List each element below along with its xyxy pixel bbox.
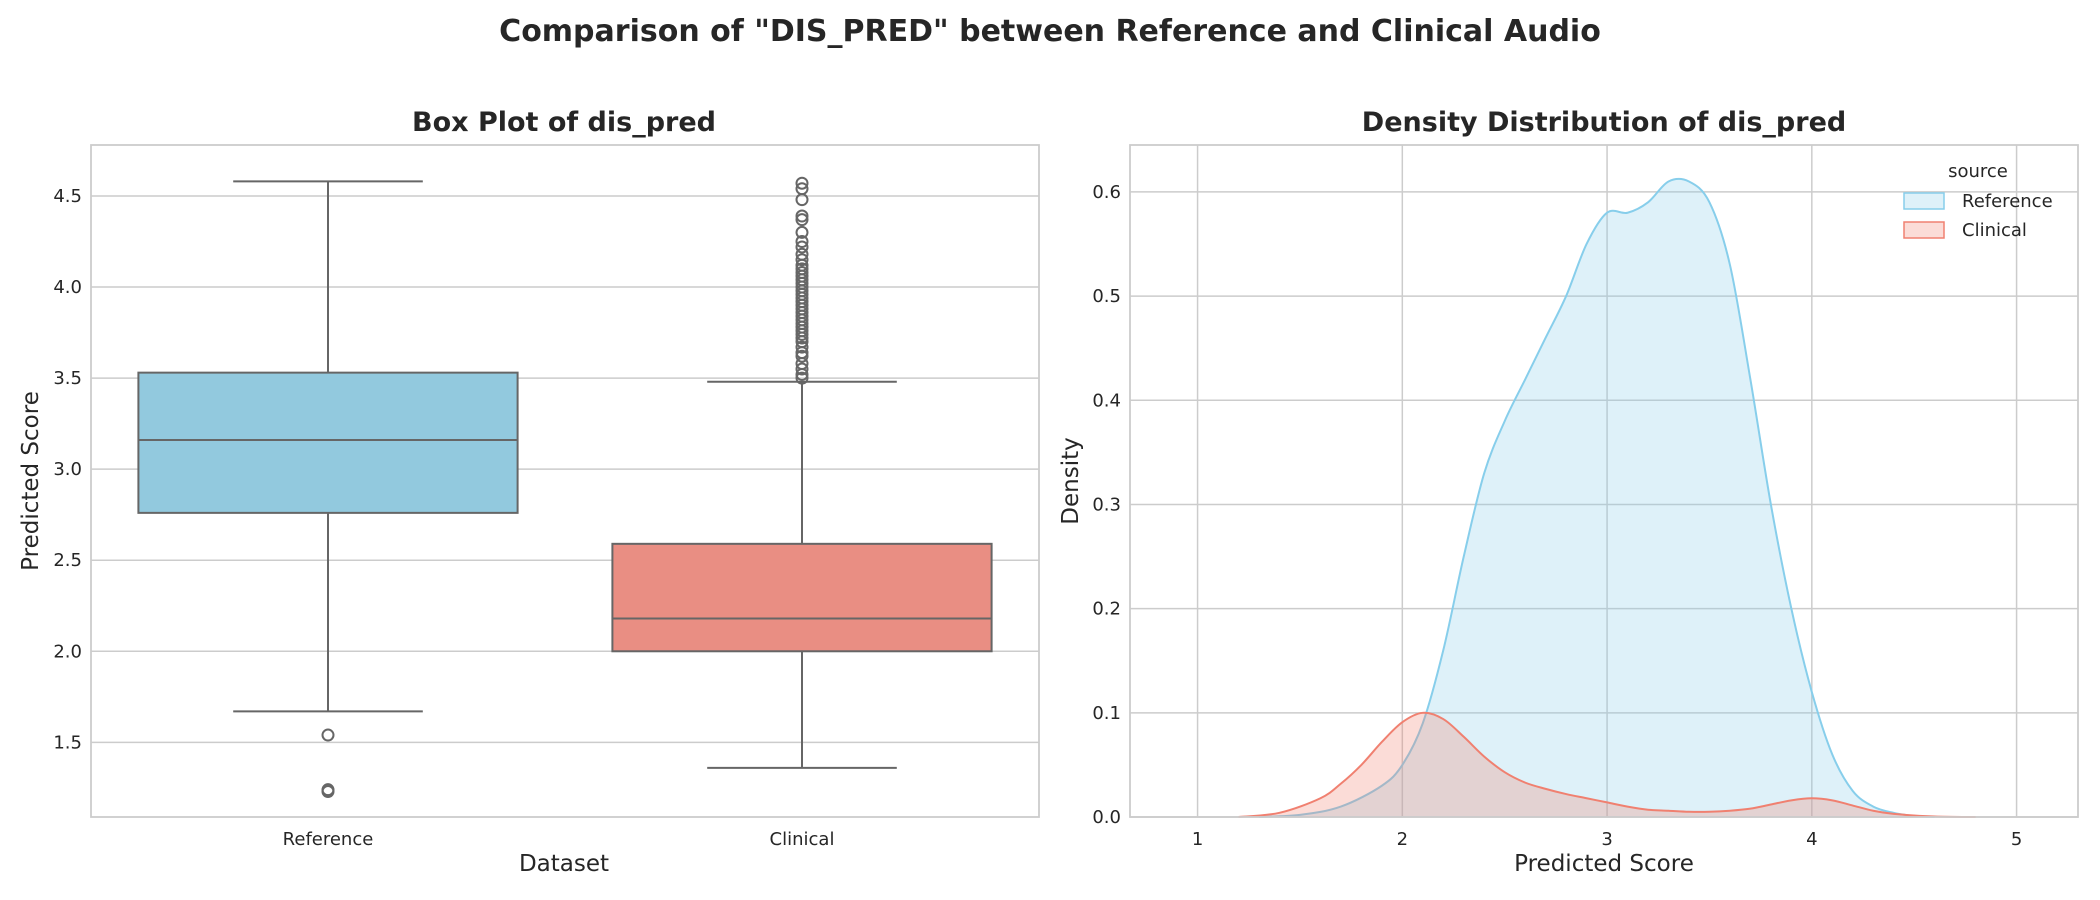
- box-plot-axes: Box Plot of dis_pred 1.5 2.0 2.5 3.0 3.5 4.0 4…: [18, 107, 1040, 877]
- box-ytick-label: 3.0: [53, 459, 82, 480]
- density-plot-title: Density Distribution of dis_pred: [1362, 107, 1846, 138]
- legend-label-clinical: Clinical: [1962, 220, 2027, 241]
- box-outlier: [795, 265, 809, 279]
- density-ytick-label: 0.2: [1092, 599, 1121, 620]
- density-ytick-label: 0.0: [1092, 807, 1121, 828]
- density-ytick-label: 0.4: [1092, 390, 1121, 411]
- box-outlier: [321, 728, 335, 742]
- box-outlier: [795, 262, 809, 276]
- box-outlier: [795, 240, 809, 254]
- legend-swatch-reference: [1903, 192, 1945, 210]
- density-xtick-label: 4: [1806, 829, 1817, 850]
- density-ytick-label: 0.5: [1092, 286, 1121, 307]
- box-outlier: [795, 225, 809, 239]
- box-xtick-label: Reference: [283, 829, 374, 850]
- box-outlier: [321, 785, 335, 799]
- box-ytick-label: 2.5: [53, 550, 82, 571]
- box-iqr: [137, 371, 519, 514]
- density-xtick-label: 1: [1192, 829, 1203, 850]
- density-plot-frame: [1129, 144, 2079, 818]
- box-ytick-label: 4.5: [53, 186, 82, 207]
- box-xtick-label: Clinical: [770, 829, 835, 850]
- density-ytick-label: 0.3: [1092, 494, 1121, 515]
- density-plot-xlabel: Predicted Score: [1514, 851, 1694, 877]
- box-group-clinical: [611, 176, 993, 769]
- density-xtick-label: 5: [2011, 829, 2022, 850]
- density-line-reference: [1258, 177, 1935, 818]
- legend-title: source: [1948, 161, 2008, 182]
- box-ytick-label: 4.0: [53, 277, 82, 298]
- density-ytick-label: 0.6: [1092, 182, 1121, 203]
- density-legend: source Reference Clinical: [1903, 161, 2053, 241]
- figure-suptitle: Comparison of "DIS_PRED" between Referen…: [499, 14, 1601, 49]
- box-outlier: [795, 253, 809, 267]
- box-ytick-label: 3.5: [53, 368, 82, 389]
- density-area-clinical: [1238, 712, 1976, 817]
- density-plot-axes: Density Distribution of dis_pred 0.0 0.1 0…: [1058, 107, 2079, 877]
- box-plot-frame: [90, 144, 1040, 818]
- box-outlier: [795, 247, 809, 261]
- density-area-reference: [1258, 178, 1935, 818]
- box-outlier: [795, 349, 809, 363]
- box-outlier: [795, 371, 809, 385]
- box-outlier: [795, 362, 809, 376]
- box-ytick-label: 2.0: [53, 641, 82, 662]
- box-ytick-label: 1.5: [53, 732, 82, 753]
- box-outlier: [795, 176, 809, 190]
- box-plot-xlabel: Dataset: [519, 851, 609, 877]
- box-plot-ylabel: Predicted Score: [18, 391, 44, 571]
- box-outlier: [795, 235, 809, 249]
- density-plot-ylabel: Density: [1058, 437, 1084, 524]
- box-outlier: [795, 182, 809, 196]
- box-outlier: [795, 340, 809, 354]
- box-group-reference: [137, 180, 519, 799]
- density-xtick-label: 2: [1397, 829, 1408, 850]
- density-ytick-label: 0.1: [1092, 703, 1121, 724]
- box-iqr: [611, 542, 993, 653]
- density-line-clinical: [1238, 711, 1976, 818]
- density-xtick-label: 3: [1601, 829, 1612, 850]
- box-outlier: [795, 209, 809, 223]
- legend-swatch-clinical: [1903, 221, 1945, 239]
- box-outlier: [795, 213, 809, 227]
- legend-label-reference: Reference: [1962, 191, 2053, 212]
- box-plot-title: Box Plot of dis_pred: [412, 107, 716, 138]
